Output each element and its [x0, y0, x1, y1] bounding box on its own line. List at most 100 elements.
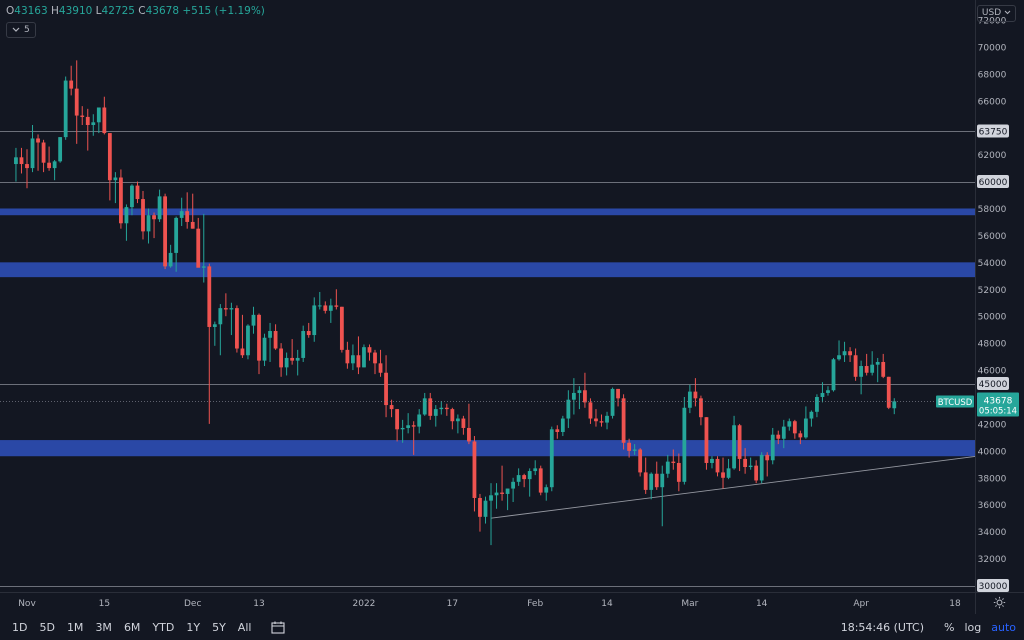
candle-body [511, 481, 516, 489]
candle-body [555, 429, 560, 432]
candle [107, 133, 112, 201]
candle-body [787, 421, 792, 427]
candle-body [439, 407, 444, 410]
candle-body [257, 314, 261, 361]
price-tick-label: 70000 [978, 43, 1007, 53]
time-tick-label: 15 [99, 599, 110, 609]
candle-body [107, 133, 112, 181]
candle-body [527, 471, 532, 480]
timeframe-1y[interactable]: 1Y [186, 620, 201, 634]
price-tick-label: 56000 [978, 232, 1007, 242]
timeframe-ytd[interactable]: YTD [152, 620, 175, 634]
candle-body [422, 398, 427, 415]
timeframe-1d[interactable]: 1D [12, 620, 28, 634]
currency-selector[interactable]: USD [976, 5, 1016, 22]
candle-body [290, 357, 295, 361]
candle-body [328, 305, 333, 311]
candle [522, 473, 527, 488]
auto-scale-button[interactable]: auto [991, 620, 1016, 634]
candle-body [96, 107, 101, 123]
candle-body [367, 347, 372, 353]
timeframe-5y[interactable]: 5Y [212, 620, 226, 634]
candle-body [792, 421, 797, 434]
chevron-down-icon [1004, 10, 1011, 15]
candle-body [594, 418, 598, 422]
candle [710, 456, 714, 469]
candle-body [781, 426, 786, 439]
symbol-tag [936, 395, 974, 408]
candle [356, 336, 361, 375]
candle [792, 419, 797, 439]
candle [831, 357, 836, 392]
calendar-range-icon[interactable] [271, 621, 285, 634]
candle-body [207, 266, 212, 327]
candle [229, 302, 234, 336]
candle-body [467, 427, 471, 442]
candle-body [301, 331, 306, 358]
time-tick-label: Dec [184, 599, 201, 609]
timeframe-3m[interactable]: 3M [95, 620, 112, 634]
candle [246, 324, 250, 360]
open-label: O [6, 5, 15, 17]
candle-body [235, 308, 239, 349]
candle [853, 348, 858, 381]
candle [848, 347, 852, 362]
trendline-layer [490, 455, 978, 519]
candle [157, 189, 162, 222]
candle-body [522, 475, 527, 480]
candle [207, 263, 212, 424]
timeframe-all[interactable]: All [237, 620, 252, 634]
log-scale-button[interactable]: log [964, 620, 982, 634]
candle [555, 425, 560, 439]
price-axis[interactable]: 3000032000340003600038000400004200044000… [976, 0, 1024, 614]
candle [251, 306, 256, 334]
candle [389, 399, 394, 418]
candle [610, 387, 615, 419]
candle-body [566, 399, 571, 419]
candle-body [737, 425, 742, 459]
candle [63, 76, 68, 140]
candle [47, 146, 51, 171]
candle-body [229, 308, 234, 310]
candle [566, 390, 571, 428]
candle-body [268, 331, 272, 338]
candle [616, 388, 620, 407]
candle-body [588, 402, 593, 419]
candle-body [721, 472, 725, 478]
candle-body [323, 305, 328, 311]
candle [295, 349, 300, 376]
candle-body [279, 348, 284, 368]
candle [549, 426, 554, 492]
utc-clock[interactable]: 18:54:46 (UTC) [840, 620, 924, 634]
candle-body [378, 363, 383, 373]
candle-body [627, 442, 632, 451]
candle-body [428, 398, 433, 416]
candle-body [577, 390, 582, 393]
price-tick-label: 66000 [978, 97, 1007, 107]
time-tick-label: 14 [601, 599, 613, 609]
candle-body [406, 425, 411, 428]
candle-body [362, 347, 366, 368]
candle [455, 414, 460, 434]
candle [367, 344, 372, 361]
candle-body [223, 308, 228, 310]
candle [135, 181, 140, 204]
timeframe-5d[interactable]: 5D [39, 620, 55, 634]
timeframe-6m[interactable]: 6M [123, 620, 141, 634]
candle-body [776, 434, 781, 439]
candle-body [80, 115, 85, 117]
candle-body [748, 465, 753, 468]
candle-body [544, 487, 549, 493]
candle-body [113, 177, 118, 181]
candle [25, 149, 29, 189]
candle [815, 394, 819, 418]
indicators-toggle[interactable]: 5 [6, 22, 36, 38]
candle-body [351, 355, 355, 364]
timeframe-1m[interactable]: 1M [66, 620, 84, 634]
candle-body [384, 372, 388, 406]
time-axis[interactable]: Nov 15 Dec 13 2022 17 Feb 14 Mar 14 Apr 18 [0, 0, 1024, 614]
percent-scale-button[interactable]: % [944, 620, 955, 634]
gear-icon[interactable] [993, 596, 1006, 609]
candle [268, 322, 272, 362]
